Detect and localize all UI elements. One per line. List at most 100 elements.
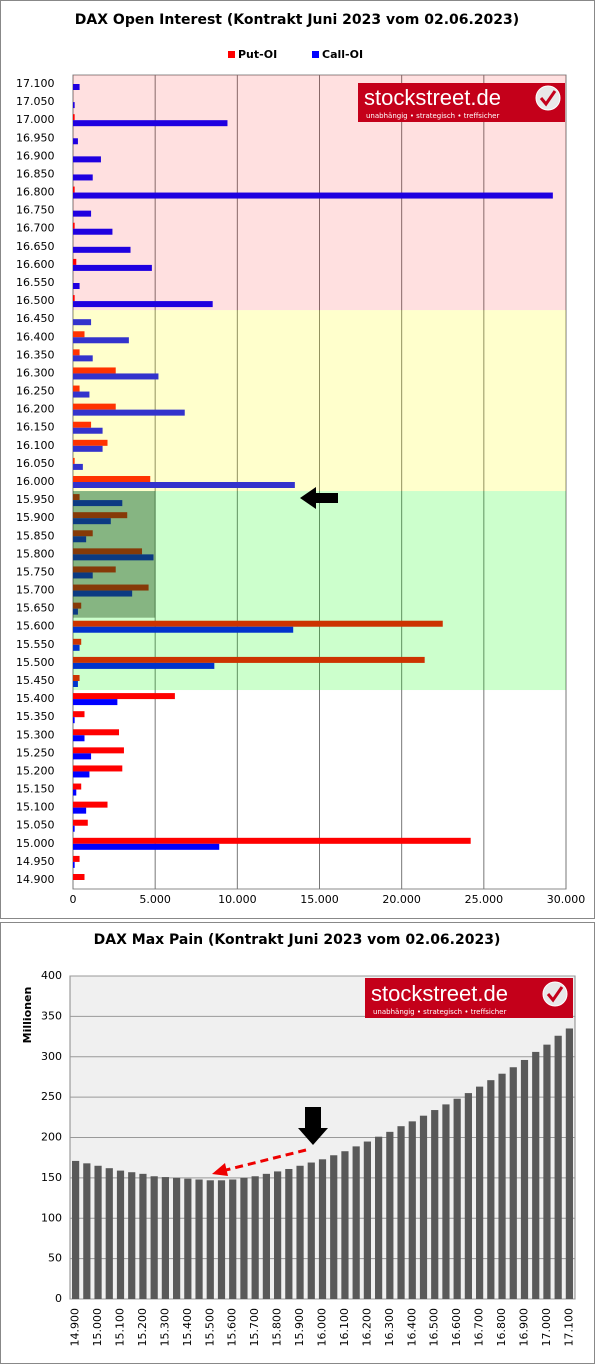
legend-swatch (228, 51, 235, 58)
bar (73, 186, 75, 193)
bar (73, 457, 75, 464)
x-tick-label: 20.000 (382, 893, 421, 906)
y-tick-label: 16.200 (16, 403, 55, 416)
y-tick-label: 15.850 (16, 529, 55, 542)
x-tick-label: 25.000 (465, 893, 504, 906)
logo-icon (535, 85, 561, 111)
bar (240, 1177, 248, 1299)
bar (73, 765, 123, 772)
zone-green (73, 491, 566, 691)
x-tick-label: 15.100 (114, 1308, 127, 1347)
bar (73, 662, 215, 669)
bar (73, 494, 80, 501)
bar (73, 337, 129, 344)
bar (73, 620, 443, 627)
bar (73, 246, 131, 253)
bar (73, 819, 88, 826)
bar (184, 1178, 192, 1299)
y-tick-label: 17.000 (16, 113, 55, 126)
bar (73, 258, 77, 265)
bar (73, 530, 93, 537)
bar (72, 1160, 80, 1299)
bar (73, 463, 83, 470)
y-tick-label: 16.750 (16, 204, 55, 217)
bar (73, 476, 151, 482)
bar (73, 590, 133, 597)
logo: stockstreet.de unabhängig • strategisch … (365, 978, 573, 1018)
x-tick-label: 5.000 (139, 893, 171, 906)
x-tick-label: 16.100 (338, 1308, 351, 1347)
y-tick-label: 15.800 (16, 547, 55, 560)
logo-check (539, 90, 557, 107)
y-tick-label: 15.350 (16, 710, 55, 723)
bar (73, 644, 80, 651)
x-tick-label: 0 (70, 893, 77, 906)
max-pain-chart: DAX Max Pain (Kontrakt Juni 2023 vom 02.… (21, 932, 576, 1347)
bar (73, 403, 116, 410)
bar (464, 1093, 472, 1299)
y-tick-label: 16.050 (16, 457, 55, 470)
bar (296, 1165, 304, 1299)
bar (73, 681, 78, 687)
bar (73, 807, 87, 814)
bar (73, 512, 128, 519)
bar (554, 1035, 562, 1299)
logo-tagline: unabhängig • strategisch • treffsicher (366, 112, 499, 120)
y-tick-label: 250 (41, 1090, 62, 1103)
bar (73, 373, 159, 380)
bar (251, 1176, 259, 1299)
dashed-arrow (221, 1148, 307, 1173)
y-tick-label: 15.100 (16, 801, 55, 814)
y-tick-label: 17.100 (16, 77, 55, 90)
bar (116, 1170, 125, 1299)
bar (195, 1179, 203, 1299)
y-tick-label: 16.900 (16, 149, 55, 162)
y-tick-label: 16.600 (16, 258, 55, 271)
bar (206, 1180, 214, 1299)
y-tick-label: 14.900 (16, 873, 55, 886)
y-tick-label: 150 (41, 1171, 62, 1184)
bar (509, 1067, 517, 1299)
bar (73, 192, 553, 199)
arrow (298, 1107, 328, 1145)
y-tick-label: 15.300 (16, 728, 55, 741)
x-tick-label: 15.000 (91, 1308, 104, 1347)
bar (94, 1165, 102, 1299)
y-tick-label: 0 (55, 1292, 62, 1305)
bar (73, 295, 75, 302)
bar (73, 656, 425, 663)
bar (73, 210, 92, 217)
bar (341, 1151, 349, 1299)
bar (83, 1163, 91, 1299)
bar (73, 843, 220, 850)
bar (73, 548, 143, 555)
bar (73, 735, 85, 742)
y-tick-label: 15.750 (16, 565, 55, 578)
x-tick-label: 16.600 (450, 1308, 463, 1347)
arrow (300, 487, 338, 509)
bar (73, 84, 80, 90)
bar (397, 1126, 405, 1299)
logo-name: stockstreet.de (371, 981, 508, 1006)
bar (73, 102, 75, 109)
bar (73, 783, 82, 790)
bar (73, 584, 149, 591)
x-tick-label: 15.800 (271, 1308, 284, 1347)
bar (73, 228, 113, 235)
logo: stockstreet.de unabhängig • strategisch … (358, 83, 565, 122)
bar (442, 1104, 450, 1299)
logo-box (358, 83, 565, 122)
y-tick-label: 16.950 (16, 131, 55, 144)
chart-title: DAX Max Pain (Kontrakt Juni 2023 vom 02.… (94, 932, 501, 948)
bar (453, 1098, 461, 1299)
y-tick-label: 200 (41, 1131, 62, 1144)
y-tick-label: 15.500 (16, 656, 55, 669)
y-tick-label: 15.200 (16, 764, 55, 777)
y-tick-label: 16.850 (16, 167, 55, 180)
bar (73, 222, 75, 229)
bar (73, 482, 295, 488)
x-tick-label: 15.900 (293, 1308, 306, 1347)
bar (73, 367, 116, 374)
bar (375, 1136, 383, 1299)
bar (128, 1172, 136, 1299)
